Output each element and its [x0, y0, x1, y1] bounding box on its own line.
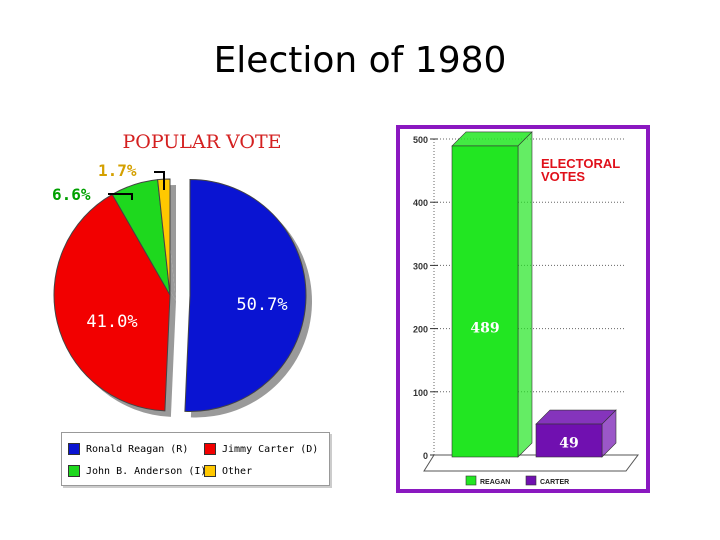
pie-label-reagan: 50.7%: [236, 295, 287, 315]
bar-tick-label-300: 300: [413, 261, 428, 271]
bar-value-label-carter: 49: [559, 436, 578, 452]
legend-label-other: Other: [222, 465, 253, 477]
bar-tick-label-200: 200: [413, 325, 428, 335]
bar-side-reagan: [517, 131, 533, 458]
bar-category-label-carter: CARTER: [540, 479, 569, 486]
legend-swatch-anderson: [68, 465, 80, 477]
pie-leader-other: [154, 171, 165, 190]
electoral-votes-bar-chart: 0 100 200 300 400 500 489 REAGAN 49 CARTER ELECTOR…: [396, 125, 650, 493]
slide-title: Election of 1980: [213, 40, 507, 81]
bar-carter: [535, 423, 603, 458]
legend-swatch-other: [204, 465, 216, 477]
legend-item-anderson: John B. Anderson (I): [68, 465, 206, 477]
legend-swatch-reagan: [68, 443, 80, 455]
popular-vote-pie-chart: POPULAR VOTE 50.7% 41.0% 6.6% 1.7%: [52, 131, 312, 418]
bar-chart-title: ELECTORAL VOTES: [541, 156, 620, 184]
bar-category-swatch-carter: [525, 475, 537, 486]
pie-legend: Ronald Reagan (R) Jimmy Carter (D) John …: [61, 432, 330, 486]
bar-floor: [423, 454, 639, 472]
pie-slice-jimmy-carter-d: [53, 193, 171, 412]
pie-label-anderson: 6.6%: [52, 185, 91, 204]
legend-label-anderson: John B. Anderson (I): [86, 465, 207, 477]
pie-label-carter: 41.0%: [86, 312, 137, 332]
bar-reagan: [451, 145, 519, 458]
legend-label-reagan: Ronald Reagan (R): [86, 443, 189, 455]
legend-swatch-carter: [204, 443, 216, 455]
bar-category-swatch-reagan: [465, 475, 477, 486]
bar-category-label-reagan: REAGAN: [480, 479, 510, 486]
legend-item-other: Other: [204, 465, 252, 477]
pie-title: POPULAR VOTE: [122, 131, 281, 153]
bar-value-label-reagan: 489: [470, 321, 499, 337]
pie-leader-anderson: [108, 193, 133, 200]
pie-label-other: 1.7%: [98, 161, 137, 180]
bar-tick-label-0: 0: [423, 451, 428, 461]
legend-item-carter: Jimmy Carter (D): [204, 443, 318, 455]
pie-slice-ronald-reagan-r: [184, 178, 307, 412]
legend-label-carter: Jimmy Carter (D): [222, 443, 319, 455]
bar-tick-label-400: 400: [413, 198, 428, 208]
legend-item-reagan: Ronald Reagan (R): [68, 443, 188, 455]
bar-tick-label-500: 500: [413, 135, 428, 145]
bar-tick-label-100: 100: [413, 388, 428, 398]
